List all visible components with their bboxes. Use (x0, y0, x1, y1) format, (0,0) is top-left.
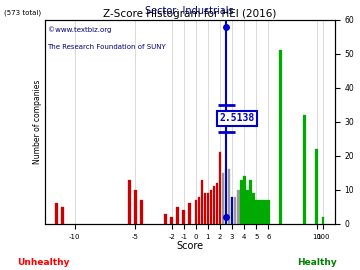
Bar (204, 193, 206, 224)
Bar (207, 193, 209, 224)
Bar (201, 180, 203, 224)
Bar (134, 190, 137, 224)
Bar (216, 183, 219, 224)
Bar (225, 169, 228, 224)
Bar (140, 200, 143, 224)
Bar (189, 203, 191, 224)
Bar (198, 197, 200, 224)
Bar (315, 149, 318, 224)
Text: ©www.textbiz.org: ©www.textbiz.org (48, 26, 111, 32)
Bar (243, 176, 246, 224)
X-axis label: Score: Score (176, 241, 203, 251)
Bar (228, 169, 230, 224)
Bar (267, 200, 270, 224)
Bar (170, 217, 173, 224)
Text: Healthy: Healthy (297, 258, 337, 267)
Bar (252, 193, 255, 224)
Title: Z-Score Histogram for HEI (2016): Z-Score Histogram for HEI (2016) (103, 9, 276, 19)
Bar (255, 200, 258, 224)
Bar (258, 200, 261, 224)
Bar (183, 210, 185, 224)
Text: 2.5138: 2.5138 (220, 113, 255, 123)
Bar (194, 200, 197, 224)
Y-axis label: Number of companies: Number of companies (33, 80, 42, 164)
Text: Sector: Industrials: Sector: Industrials (145, 6, 234, 16)
Bar (321, 217, 324, 224)
Bar (222, 173, 224, 224)
Bar (128, 180, 131, 224)
Bar (231, 197, 234, 224)
Bar (279, 50, 282, 224)
Bar (164, 214, 167, 224)
Bar (55, 203, 58, 224)
Text: Unhealthy: Unhealthy (17, 258, 69, 267)
Bar (210, 190, 212, 224)
Bar (234, 197, 237, 224)
Bar (249, 180, 252, 224)
Bar (264, 200, 267, 224)
Text: (573 total): (573 total) (4, 9, 41, 16)
Bar (62, 207, 64, 224)
Bar (240, 180, 243, 224)
Text: The Research Foundation of SUNY: The Research Foundation of SUNY (48, 44, 166, 50)
Bar (176, 207, 179, 224)
Bar (261, 200, 264, 224)
Bar (219, 152, 221, 224)
Bar (213, 186, 215, 224)
Bar (303, 115, 306, 224)
Bar (246, 190, 249, 224)
Bar (237, 190, 239, 224)
